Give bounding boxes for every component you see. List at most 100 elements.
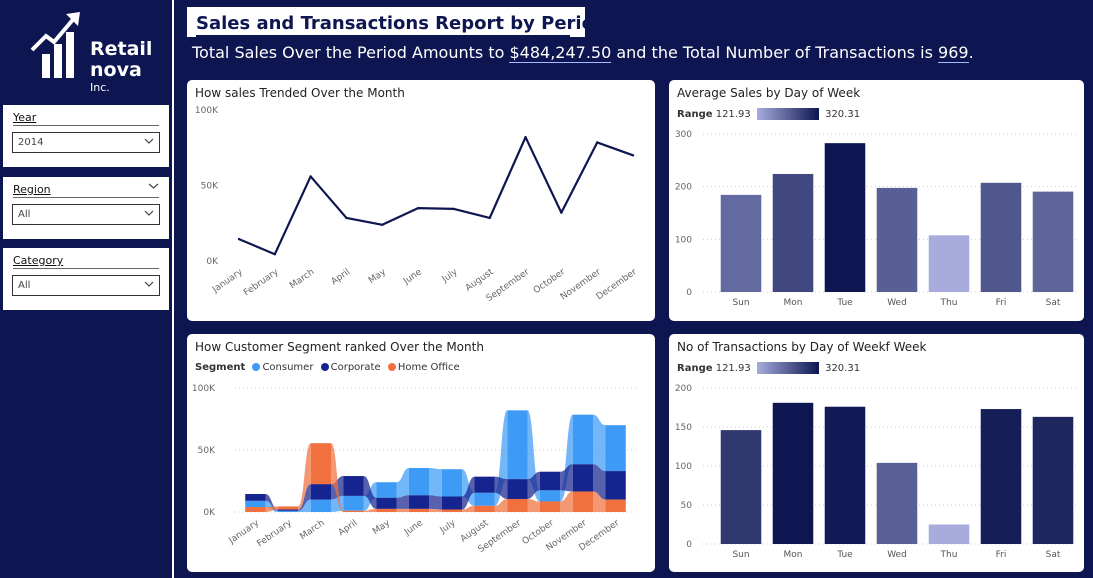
segment-bar-corporate — [277, 509, 299, 511]
category-dropdown[interactable]: All — [12, 275, 160, 296]
region-slicer-title: Region — [13, 183, 51, 196]
x-tick-label: Sat — [1046, 550, 1061, 560]
divider — [13, 197, 159, 198]
range-legend-label: Range — [677, 363, 713, 374]
segment-bar-corporate — [572, 464, 594, 492]
data-point — [488, 216, 491, 220]
ribbon-corporate — [527, 471, 540, 499]
x-tick-label: Fri — [996, 298, 1007, 308]
y-tick-label: 100K — [192, 384, 216, 394]
x-tick-label: January — [210, 267, 245, 296]
ribbon-corporate — [265, 494, 278, 511]
y-tick-label: 0K — [203, 508, 216, 518]
data-point — [452, 207, 456, 211]
sales-trend-line — [238, 136, 634, 256]
year-slicer: Year 2014 — [3, 105, 169, 167]
tx-dow-title: No of Transactions by Day of Weekf Week — [677, 340, 927, 354]
range-max: 320.31 — [825, 109, 861, 120]
ribbon-home-office — [462, 505, 475, 512]
data-point — [560, 211, 563, 214]
x-tick-label: Wed — [887, 298, 907, 308]
year-dropdown[interactable]: 2014 — [12, 132, 160, 153]
legend-corporate: Corporate — [330, 362, 381, 373]
ribbon-corporate — [429, 495, 442, 510]
segment-bar-home-office — [507, 498, 528, 512]
range-gradient — [756, 362, 819, 374]
bar-sat — [1032, 416, 1074, 544]
sales-trend-card: How sales Trended Over the Month 0K 50K 10… — [187, 80, 655, 321]
segment-legend: Segment Consumer Corporate Home Office — [195, 362, 460, 373]
category-slicer-title: Category — [13, 254, 64, 267]
bar-thu — [928, 524, 970, 544]
y-tick-label: 100 — [675, 235, 692, 245]
y-tick-label: 50 — [681, 501, 693, 511]
year-dropdown-value: 2014 — [18, 137, 44, 148]
segment-bar-consumer — [408, 467, 430, 496]
page-title: Sales and Transactions Report by Period — [196, 13, 607, 34]
y-tick-label: 50K — [198, 446, 216, 456]
segment-bar-consumer — [605, 425, 626, 472]
data-point — [524, 135, 527, 139]
x-tick-label: Sun — [732, 550, 749, 560]
segment-bar-home-office — [310, 443, 332, 485]
ribbon-consumer — [298, 499, 311, 512]
ribbon-home-office — [396, 508, 409, 512]
ribbon-home-office — [363, 508, 377, 512]
ribbon-home-office — [331, 443, 344, 512]
total-sales-value: $484,247.50 — [509, 43, 612, 63]
region-dropdown[interactable]: All — [12, 204, 160, 225]
sidebar: Retail nova Inc. Year 2014 Region All Ca… — [0, 0, 174, 578]
x-tick-label: March — [298, 518, 326, 542]
divider — [13, 268, 159, 269]
category-slicer: Category All — [3, 248, 169, 310]
ribbon-home-office — [494, 498, 508, 512]
chevron-down-icon — [144, 210, 154, 216]
segment-bar-corporate — [539, 471, 561, 491]
ribbon-corporate — [560, 464, 573, 492]
segment-bar-consumer — [376, 482, 397, 498]
y-tick-label: 0 — [686, 288, 692, 298]
range-legend-label: Range — [677, 109, 713, 120]
ribbon-home-office — [593, 491, 606, 512]
chevron-down-icon[interactable] — [148, 182, 159, 190]
data-point — [631, 154, 635, 157]
ribbon-consumer — [593, 414, 606, 472]
segment-bar-consumer — [539, 490, 561, 502]
bar-sat — [1032, 191, 1074, 292]
y-tick-label: 200 — [675, 183, 692, 193]
legend-home-office: Home Office — [397, 362, 460, 373]
x-tick-label: March — [288, 267, 316, 291]
x-tick-label: May — [371, 518, 393, 537]
bar-sun — [720, 430, 762, 544]
y-tick-label: 200 — [675, 384, 692, 394]
ribbon-consumer — [396, 467, 409, 498]
y-tick-label: 0 — [686, 540, 692, 550]
tx-dow-chart: 0 50 100 150 200 Sun Mon Tue Wed Thu Fri Sat — [675, 384, 1079, 560]
logo-line-2: nova — [90, 59, 142, 81]
range-max: 320.31 — [825, 363, 861, 374]
segment-bar-corporate — [310, 484, 332, 500]
bar-fri — [980, 409, 1022, 544]
bar-wed — [876, 462, 918, 544]
corporate-dot — [320, 363, 329, 371]
segment-bar-home-office — [343, 510, 364, 512]
segment-bar-home-office — [572, 491, 594, 512]
growth-chart-icon — [30, 12, 80, 78]
segment-bar-consumer — [310, 499, 332, 512]
segment-bar-corporate — [376, 497, 397, 509]
segment-bar-corporate — [474, 476, 495, 493]
segment-bar-consumer — [572, 414, 594, 465]
x-tick-label: Tue — [836, 298, 853, 308]
summary-middle: and the Total Number of Transactions is — [611, 43, 939, 62]
consumer-dot — [252, 363, 261, 371]
segment-bar-corporate — [605, 471, 626, 500]
segment-bar-consumer — [343, 495, 364, 511]
home-office-dot — [387, 363, 396, 371]
x-tick-label: July — [438, 518, 458, 536]
x-tick-label: April — [337, 518, 360, 538]
total-transactions-value: 969 — [938, 43, 969, 63]
x-tick-label: Thu — [940, 298, 958, 308]
ribbon-consumer — [560, 414, 573, 502]
x-tick-label: December — [595, 267, 639, 302]
